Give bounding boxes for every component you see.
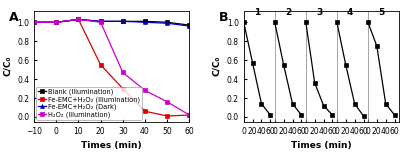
- H₂O₂ (Illumination): [143, 90, 148, 91]
- Fe-EMC+H₂O₂ (Illumination): [54, 21, 59, 23]
- Fe-EMC+H₂O₂ (Illumination): [120, 88, 125, 90]
- Blank (Illumination): [165, 21, 170, 23]
- Line: Fe-EMC+H₂O₂ (Illumination): Fe-EMC+H₂O₂ (Illumination): [32, 17, 191, 118]
- Fe-EMC+H₂O₂ (Illumination): [32, 21, 36, 23]
- H₂O₂ (Illumination): [32, 21, 36, 23]
- Blank (Illumination): [32, 21, 36, 23]
- Fe-EMC+H₂O₂ (Dark): [54, 21, 59, 23]
- Text: 2: 2: [285, 8, 291, 17]
- Y-axis label: C/C₀: C/C₀: [212, 56, 221, 76]
- Blank (Illumination): [98, 20, 103, 22]
- Fe-EMC+H₂O₂ (Dark): [165, 22, 170, 24]
- Y-axis label: C/C₀: C/C₀: [2, 56, 12, 76]
- Line: Fe-EMC+H₂O₂ (Dark): Fe-EMC+H₂O₂ (Dark): [32, 17, 191, 28]
- Text: 1: 1: [254, 8, 260, 17]
- Text: 5: 5: [378, 8, 385, 17]
- Fe-EMC+H₂O₂ (Illumination): [143, 110, 148, 112]
- Fe-EMC+H₂O₂ (Dark): [120, 20, 125, 22]
- Fe-EMC+H₂O₂ (Illumination): [187, 114, 192, 116]
- Fe-EMC+H₂O₂ (Illumination): [76, 19, 81, 20]
- Blank (Illumination): [120, 20, 125, 22]
- Text: B: B: [219, 11, 228, 24]
- Blank (Illumination): [54, 21, 59, 23]
- Fe-EMC+H₂O₂ (Illumination): [98, 64, 103, 66]
- Blank (Illumination): [143, 20, 148, 22]
- Line: H₂O₂ (Illumination): H₂O₂ (Illumination): [32, 17, 191, 117]
- X-axis label: Times (min): Times (min): [81, 141, 142, 150]
- Fe-EMC+H₂O₂ (Dark): [98, 20, 103, 22]
- H₂O₂ (Illumination): [187, 114, 192, 116]
- H₂O₂ (Illumination): [165, 101, 170, 103]
- Fe-EMC+H₂O₂ (Dark): [187, 25, 192, 27]
- Text: 3: 3: [316, 8, 322, 17]
- H₂O₂ (Illumination): [76, 19, 81, 20]
- H₂O₂ (Illumination): [120, 71, 125, 73]
- H₂O₂ (Illumination): [54, 21, 59, 23]
- Fe-EMC+H₂O₂ (Dark): [32, 21, 36, 23]
- Blank (Illumination): [76, 19, 81, 20]
- Legend: Blank (Illumination), Fe-EMC+H₂O₂ (Illumination), Fe-EMC+H₂O₂ (Dark), H₂O₂ (Illu: Blank (Illumination), Fe-EMC+H₂O₂ (Illum…: [36, 87, 142, 120]
- Line: Blank (Illumination): Blank (Illumination): [32, 17, 191, 27]
- H₂O₂ (Illumination): [98, 21, 103, 23]
- Text: A: A: [9, 11, 19, 24]
- Fe-EMC+H₂O₂ (Dark): [76, 19, 81, 20]
- Fe-EMC+H₂O₂ (Dark): [143, 21, 148, 23]
- Text: 4: 4: [347, 8, 353, 17]
- X-axis label: Times (min): Times (min): [291, 141, 352, 150]
- Fe-EMC+H₂O₂ (Illumination): [165, 115, 170, 117]
- Blank (Illumination): [187, 24, 192, 26]
